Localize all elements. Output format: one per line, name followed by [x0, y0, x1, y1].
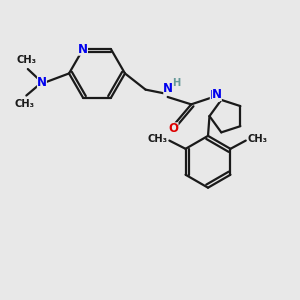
Text: N: N [163, 82, 173, 95]
Text: CH₃: CH₃ [148, 134, 168, 144]
Text: N: N [37, 76, 47, 89]
Text: CH₃: CH₃ [16, 56, 36, 65]
Text: H: H [172, 78, 180, 88]
Text: CH₃: CH₃ [15, 99, 35, 109]
Text: N: N [210, 89, 220, 102]
Text: O: O [169, 122, 178, 135]
Text: N: N [78, 43, 88, 56]
Text: N: N [212, 88, 222, 101]
Text: CH₃: CH₃ [248, 134, 268, 144]
